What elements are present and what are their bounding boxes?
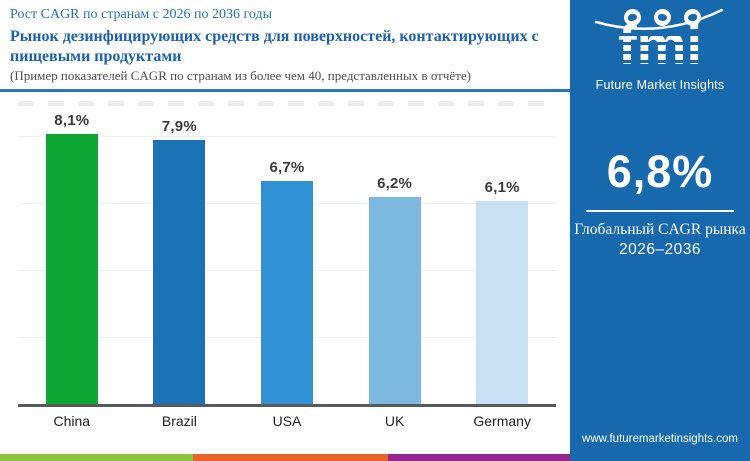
logo-stripe — [600, 69, 720, 72]
bar-chart-plot-area: 8,1% 7,9% 6,7% 6,2% 6,1% — [18, 110, 556, 405]
category-label: China — [53, 413, 91, 429]
bar-group: 8,1% — [18, 112, 126, 405]
category-label: USA — [272, 413, 302, 429]
x-axis-line — [18, 404, 556, 407]
header: Рост CAGR по странам с 2026 по 2036 годы… — [0, 0, 570, 92]
category-label: UK — [384, 413, 405, 429]
logo-stripe — [600, 51, 720, 54]
bar-value-label: 6,1% — [484, 178, 520, 196]
bar-usa — [260, 180, 313, 405]
fmi-logo: fmi Future Market Insights — [590, 6, 730, 98]
bar-group: 6,1% — [448, 179, 556, 405]
bar-china — [45, 133, 98, 405]
stripe-segment — [193, 454, 388, 461]
logo-letters: fmi — [618, 13, 702, 76]
chart-kicker: Рост CAGR по странам с 2026 по 2036 годы — [10, 7, 273, 22]
stripe-segment — [388, 454, 570, 461]
bar-value-label: 6,2% — [377, 175, 413, 193]
bar-group: 7,9% — [126, 118, 234, 405]
global-cagr-years: 2026–2036 — [618, 241, 702, 258]
global-cagr-caption: Глобальный CAGR рынка — [574, 221, 746, 238]
logo-stripe — [600, 42, 720, 45]
bar-value-label: 6,7% — [269, 158, 305, 176]
bar-value-label: 8,1% — [54, 111, 90, 129]
gridline — [18, 136, 556, 137]
bar-brazil — [153, 140, 206, 405]
bar-group: 6,2% — [341, 175, 449, 405]
header-divider — [0, 89, 570, 92]
logo-tagline: Future Market Insights — [595, 78, 725, 92]
chart-subtitle: (Пример показателей CAGR по странам из б… — [10, 68, 471, 83]
right-panel: fmi Future Market Insights 6,8% Глобальн… — [570, 0, 750, 461]
logo-swoosh-icon — [594, 8, 724, 30]
logo-stripe — [600, 60, 720, 63]
category-label: Brazil — [161, 413, 197, 429]
globe-asia-icon — [684, 9, 701, 26]
bar-germany — [476, 200, 529, 405]
page-title: Рынок дезинфицирующих средств для поверх… — [10, 28, 539, 65]
bar-group: 6,7% — [233, 159, 341, 405]
logo-stripe — [600, 33, 720, 36]
watermark-dashes — [18, 101, 556, 106]
bar-uk — [368, 197, 421, 405]
stripe-segment — [0, 454, 193, 461]
globe-europe-icon — [654, 9, 671, 26]
bars-row: 8,1% 7,9% 6,7% 6,2% 6,1% — [18, 110, 556, 405]
bar-value-label: 7,9% — [161, 118, 197, 136]
category-labels-row: China Brazil USA UK Germany — [18, 413, 556, 429]
globe-americas-icon — [624, 9, 641, 26]
category-label: Germany — [473, 413, 531, 429]
logo-globes — [624, 9, 724, 26]
global-cagr-value: 6,8% — [606, 146, 714, 197]
panel-divider — [586, 210, 734, 212]
website-url: www.futuremarketinsights.com — [582, 433, 738, 445]
